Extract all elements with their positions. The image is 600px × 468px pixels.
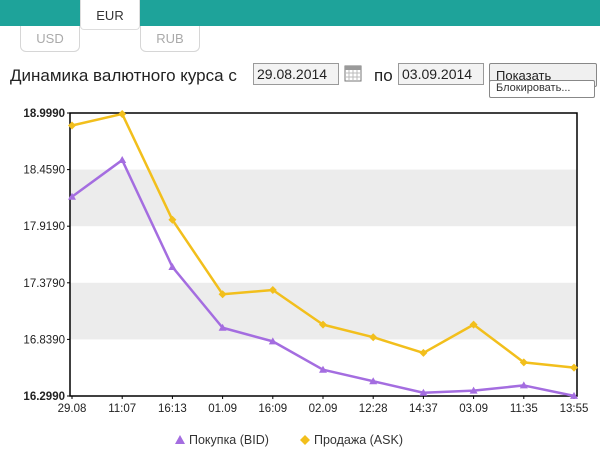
x-tick-label: 16:09	[258, 403, 287, 415]
y-tick-label: 17.9190	[23, 221, 65, 233]
legend-ask-label: Продажа (ASK)	[314, 433, 403, 447]
x-tick-label: 16:13	[158, 403, 187, 415]
x-tick-label: 03.09	[459, 403, 488, 415]
data-point-ask	[519, 358, 528, 367]
y-tick-label: 17.3790	[23, 278, 65, 290]
x-tick-label: 02.09	[309, 403, 338, 415]
legend-bid-icon	[175, 435, 185, 444]
grid-band	[70, 169, 577, 227]
data-point-ask	[469, 320, 478, 329]
legend-ask-icon	[300, 435, 310, 445]
data-point-bid	[68, 192, 76, 200]
grid-band	[70, 282, 577, 340]
data-point-ask	[218, 290, 227, 299]
tooltip: Блокировать...	[489, 80, 595, 98]
to-label: по	[374, 66, 393, 85]
x-tick-label: 29.08	[58, 403, 87, 415]
x-tick-label: 12:28	[359, 403, 388, 415]
data-point-ask	[268, 286, 277, 295]
data-point-ask	[369, 333, 378, 342]
data-point-bid	[419, 388, 428, 396]
y-tick-label: 18.9990	[23, 108, 65, 120]
data-point-bid	[118, 156, 127, 164]
x-tick-label: 11:07	[108, 403, 136, 415]
x-tick-label: 14:37	[409, 403, 438, 415]
range-label: Динамика валютного курса с	[10, 66, 237, 85]
data-point-bid	[319, 365, 327, 373]
rate-chart: 16.2990 16.8390 17.3790 17.9190 18.4590 18.99…	[23, 108, 589, 447]
tab-eur[interactable]: EUR	[80, 0, 140, 30]
x-tick-label: 01.09	[208, 403, 237, 415]
x-tick-label: 13:55	[560, 403, 589, 415]
data-point-ask	[118, 109, 127, 118]
tab-usd[interactable]: USD	[20, 26, 80, 52]
tab-rub[interactable]: RUB	[140, 26, 200, 52]
legend-bid-label: Покупка (BID)	[189, 433, 269, 447]
data-point-bid	[469, 386, 478, 394]
calendar-icon[interactable]	[344, 64, 362, 82]
data-point-bid	[570, 391, 578, 399]
data-point-ask	[168, 215, 177, 224]
data-point-bid	[168, 262, 177, 270]
date-from-input[interactable]	[253, 63, 339, 85]
data-point-bid	[519, 381, 528, 389]
y-tick-label: 16.8390	[23, 334, 65, 346]
data-point-ask	[319, 320, 327, 329]
data-point-bid	[268, 337, 277, 345]
chart-legend: Покупка (BID) Продажа (ASK)	[175, 433, 403, 447]
plot-frame	[69, 112, 578, 397]
y-tick-label: 18.4590	[23, 165, 65, 177]
data-point-ask	[570, 363, 578, 372]
data-point-ask	[68, 121, 76, 130]
date-to-input[interactable]	[398, 63, 484, 85]
y-tick-label: 16.2990	[23, 391, 65, 403]
x-tick-label: 11:35	[510, 403, 538, 415]
data-point-bid	[218, 323, 227, 331]
data-point-bid	[369, 377, 378, 385]
data-point-ask	[419, 348, 428, 357]
